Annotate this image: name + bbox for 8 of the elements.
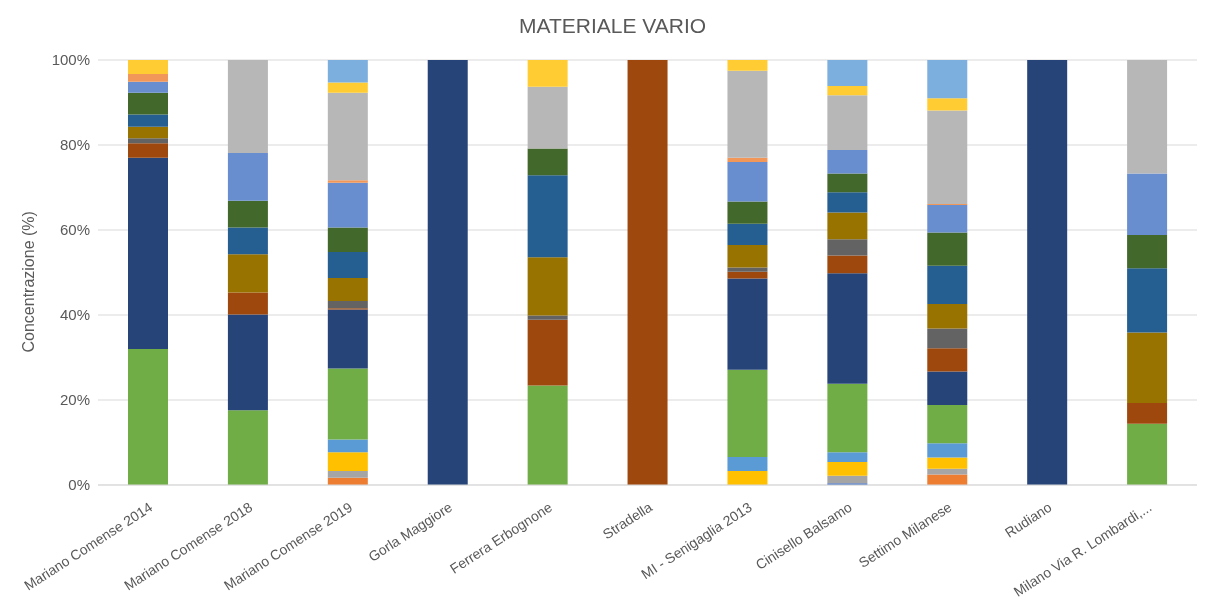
y-tick-label: 80% (59, 136, 90, 154)
chart-title: MATERIALE VARIO (517, 14, 708, 38)
y-tick-label: 20% (59, 391, 90, 409)
y-tick-label: 60% (59, 221, 90, 239)
y-axis-title: Concentrazione (%) (19, 211, 37, 353)
y-tick-label: 40% (59, 306, 90, 324)
y-tick-label: 100% (51, 51, 90, 69)
y-tick-label: 0% (68, 476, 90, 494)
